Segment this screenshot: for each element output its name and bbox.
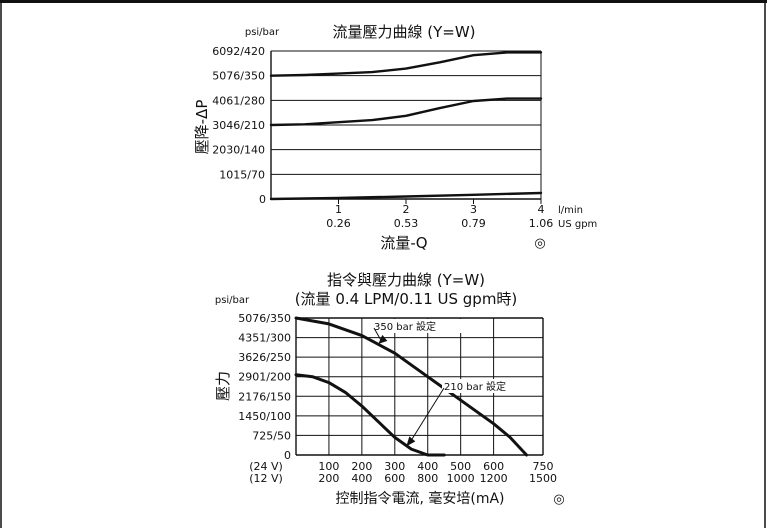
chart1-y-tick-label: 1015/70 [219, 168, 265, 181]
chart2-y-tick-label: 5076/350 [238, 312, 291, 325]
chart2-x-tick-label-24v: 500 [450, 460, 471, 473]
chart1-symbol: ◎ [534, 236, 545, 251]
chart1-y-ticks: 0 1015/70 2030/140 3046/210 4061/280 5076/350… [212, 45, 266, 206]
chart1-x-tick-label-gpm: 0.79 [461, 217, 486, 230]
chart1-title: 流量壓力曲線 (Y=W) [332, 23, 475, 41]
chart2-annotation-210-label: 210 bar 設定 [444, 380, 506, 393]
chart2-y-tick-label: 2176/150 [238, 390, 291, 403]
chart1-x-ticks: 1 2 3 4 0.26 0.53 0.79 1.06 [326, 203, 553, 230]
chart1-x-label: 流量-Q [380, 234, 427, 252]
chart2-series: 350 bar 設定 210 bar 設定 [294, 316, 542, 457]
chart1-x-unit-primary: l/min [558, 205, 583, 216]
chart2-annotation-210-bg [442, 379, 542, 393]
chart1-x-tick-label-gpm: 0.53 [394, 217, 419, 230]
chart2-y-tick-label: 2901/200 [238, 371, 291, 384]
chart2-x-tick-label-24v: 300 [384, 460, 405, 473]
chart1-x-tick-label-gpm: 0.26 [326, 217, 351, 230]
chart1-y-tick-label: 4061/280 [212, 94, 265, 107]
chart1-y-label: 壓降-ΔP [193, 100, 211, 155]
chart2-x-tick-label-12v: 400 [351, 472, 372, 485]
chart2-annotation-350-bg [372, 319, 470, 333]
chart1-x-tick-label: 4 [538, 203, 545, 216]
chart1-x-tick-label: 1 [335, 203, 342, 216]
chart2-y-tick-label: 3626/250 [238, 351, 291, 364]
chart2-x-row1-label: (24 V) [249, 460, 283, 473]
chart2-x-row2-label: (12 V) [249, 472, 283, 485]
chart2-annotation-210-leader [408, 387, 445, 444]
chart1-y-tick-label: 5076/350 [212, 70, 265, 83]
chart2-annotation-350-leader [373, 327, 382, 342]
chart2-subtitle: (流量 0.4 LPM/0.11 US gpm時) [295, 290, 518, 308]
flow-pressure-chart: 流量壓力曲線 (Y=W) psi/bar 0 1015/70 2030/140 304… [193, 23, 597, 252]
chart2-symbol: ◎ [553, 492, 564, 507]
chart1-x-tick-label: 3 [470, 203, 477, 216]
chart2-y-tick-label: 0 [284, 449, 291, 462]
chart2-x-tick-label-24v: 200 [351, 460, 372, 473]
chart2-series-line [294, 373, 446, 457]
chart2-x-tick-label-12v: 200 [318, 472, 339, 485]
chart2-y-tick-label: 4351/300 [238, 332, 291, 345]
chart2-series-line [294, 316, 528, 457]
chart2-x-tick-label-12v: 600 [384, 472, 405, 485]
chart2-x-tick-label-12v: 800 [417, 472, 438, 485]
chart2-annotation-350-label: 350 bar 設定 [374, 320, 436, 333]
chart2-annotation-210-arrow [406, 436, 416, 447]
chart1-y-tick-label: 2030/140 [212, 144, 265, 157]
chart1-y-unit: psi/bar [245, 27, 280, 38]
chart2-x-tick-label-12v: 1000 [447, 472, 475, 485]
chart2-x-tick-label-24v: 100 [318, 460, 339, 473]
chart2-y-unit: psi/bar [215, 295, 250, 306]
chart2-x-tick-label-24v: 750 [533, 460, 554, 473]
chart1-x-unit-secondary: US gpm [558, 219, 597, 230]
chart2-x-label: 控制指令電流, 毫安培(mA) [335, 490, 504, 507]
chart2-y-ticks: 0 725/50 1450/100 2176/150 2901/200 3626/250 4… [238, 312, 291, 462]
command-pressure-chart: 指令與壓力曲線 (Y=W) (流量 0.4 LPM/0.11 US gpm時) … [214, 271, 565, 507]
chart1-x-tick-label-gpm: 1.06 [529, 217, 554, 230]
chart1-x-tick-label: 2 [403, 203, 410, 216]
chart2-annotation-350-arrow [378, 334, 388, 344]
chart2-x-tick-label-12v: 1500 [529, 472, 557, 485]
chart2-y-tick-label: 725/50 [252, 429, 291, 442]
chart2-y-tick-label: 1450/100 [238, 410, 291, 423]
chart1-y-tick-label: 3046/210 [212, 119, 265, 132]
chart2-x-tick-label-24v: 400 [417, 460, 438, 473]
chart2-x-tick-label-12v: 1200 [480, 472, 508, 485]
chart1-series-line [269, 97, 543, 127]
chart1-y-tick-label: 0 [259, 193, 266, 206]
chart2-title: 指令與壓力曲線 (Y=W) [327, 271, 485, 289]
chart2-x-tick-label-24v: 600 [483, 460, 504, 473]
chart1-series-line [269, 51, 543, 77]
chart1-y-tick-label: 6092/420 [212, 45, 265, 58]
chart1-series-line [269, 191, 543, 201]
chart1-series [269, 51, 543, 201]
chart2-y-label: 壓力 [214, 371, 232, 401]
